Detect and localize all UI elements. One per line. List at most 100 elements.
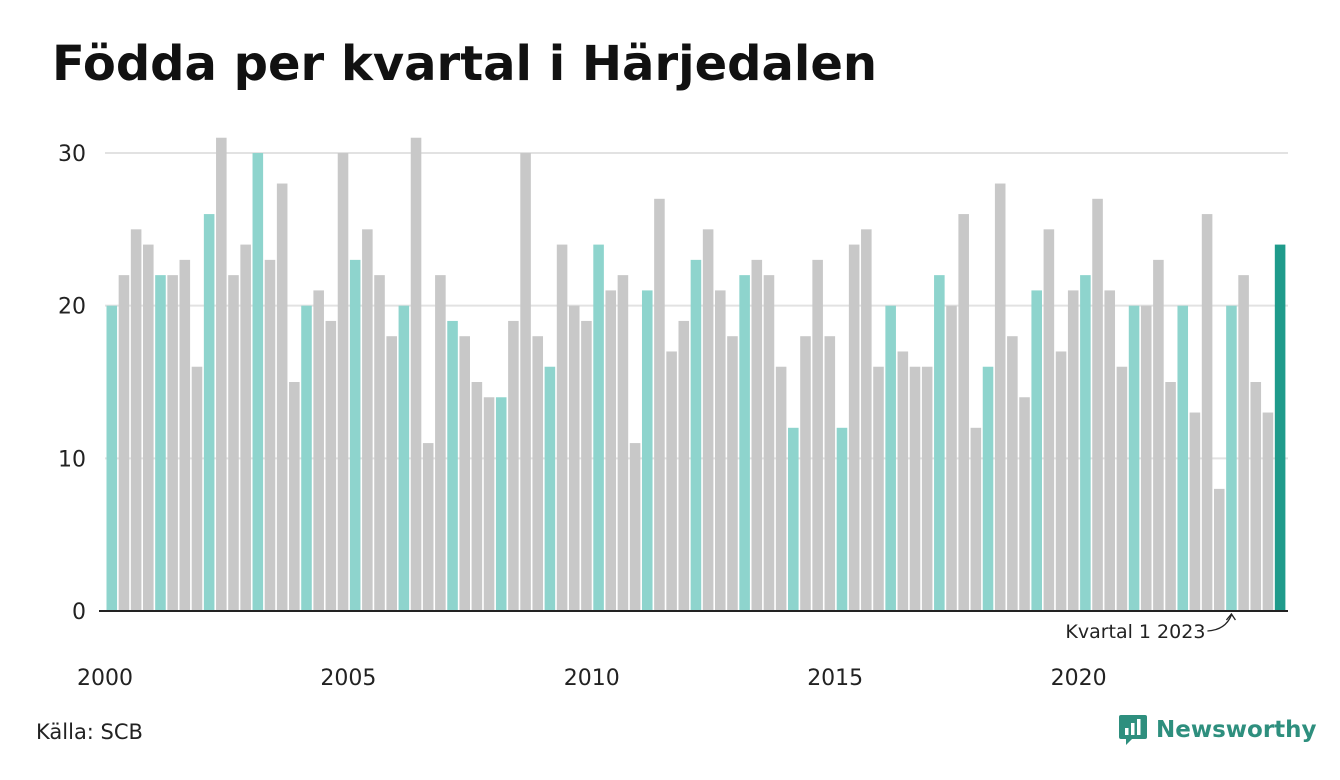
bar <box>909 366 921 611</box>
bar <box>1067 290 1079 611</box>
bar <box>1165 382 1176 611</box>
bar <box>702 229 714 611</box>
x-tick-label: 2015 <box>807 666 863 691</box>
y-tick-label: 0 <box>72 600 86 625</box>
bar <box>422 443 434 611</box>
bar <box>289 382 300 611</box>
bar <box>167 275 178 611</box>
bar <box>532 336 544 611</box>
bar <box>325 320 337 611</box>
x-tick-label: 2010 <box>564 666 620 691</box>
bar <box>130 229 142 611</box>
bar <box>313 290 324 611</box>
x-axis-ticks: 2000 2005 2010 2015 2020 <box>77 666 1107 691</box>
bar <box>1250 382 1262 611</box>
bar <box>495 397 507 611</box>
bar <box>471 382 483 611</box>
y-tick-label: 20 <box>58 295 86 320</box>
bar <box>252 153 264 611</box>
bar <box>568 305 580 611</box>
bar <box>276 183 288 611</box>
bar <box>678 320 690 611</box>
bar <box>812 259 823 611</box>
bar <box>1153 259 1164 611</box>
bar <box>179 259 191 611</box>
bar <box>1007 336 1018 611</box>
bar <box>398 305 410 611</box>
bar <box>118 275 130 611</box>
x-tick-label: 2020 <box>1051 666 1107 691</box>
bar <box>435 275 446 611</box>
bar <box>240 244 251 611</box>
bar <box>739 275 750 611</box>
bar <box>1019 397 1030 611</box>
annotation-arrow <box>1207 612 1236 632</box>
bar <box>1080 275 1091 611</box>
bar <box>301 305 312 611</box>
bar <box>727 336 738 611</box>
bar <box>934 275 945 611</box>
bar <box>715 290 726 611</box>
bar <box>1128 305 1140 611</box>
annotation: Kvartal 1 2023 <box>1065 612 1236 643</box>
y-tick-label: 30 <box>58 142 86 167</box>
bar <box>994 183 1006 611</box>
bar <box>1201 214 1213 611</box>
bar <box>751 259 763 611</box>
bar <box>1092 198 1103 612</box>
bar <box>155 275 166 611</box>
bar <box>143 244 154 611</box>
brand-logo[interactable]: Newsworthy <box>1118 713 1317 747</box>
bar <box>228 275 239 611</box>
x-tick-label: 2000 <box>77 666 133 691</box>
x-tick-label: 2005 <box>320 666 376 691</box>
bar <box>386 336 397 611</box>
bar <box>873 366 884 611</box>
bar <box>666 351 677 611</box>
bar <box>617 275 629 611</box>
bar <box>1274 244 1286 611</box>
bar <box>1116 366 1128 611</box>
bar <box>556 244 568 611</box>
bar <box>1043 229 1055 611</box>
bar <box>410 137 422 612</box>
annotation-label: Kvartal 1 2023 <box>1065 621 1205 643</box>
bar <box>337 153 349 611</box>
bar <box>1140 305 1152 611</box>
bar <box>958 214 969 611</box>
bar <box>982 366 994 611</box>
bar <box>885 305 896 611</box>
bar <box>763 275 775 611</box>
bar <box>374 275 385 611</box>
y-tick-label: 10 <box>58 447 86 472</box>
bar <box>848 244 860 611</box>
bar <box>191 366 203 611</box>
y-axis-ticks: 0 10 20 30 <box>58 142 86 625</box>
bar <box>775 366 787 611</box>
bar <box>824 336 836 611</box>
bar <box>581 320 592 611</box>
bar <box>593 244 604 611</box>
bar <box>800 336 811 611</box>
bar <box>1177 305 1189 611</box>
bar <box>349 259 361 611</box>
bar <box>946 305 957 611</box>
bars <box>106 137 1286 612</box>
bar <box>459 336 470 611</box>
bar <box>508 320 519 611</box>
bar <box>447 320 458 611</box>
bar <box>216 137 227 612</box>
bar <box>897 351 909 611</box>
bar <box>264 259 276 611</box>
bar <box>362 229 373 611</box>
bar <box>203 214 215 611</box>
bar <box>861 229 872 611</box>
bar <box>483 397 495 611</box>
bar <box>1031 290 1042 611</box>
bar <box>1226 305 1237 611</box>
bar <box>1189 412 1201 611</box>
bar <box>544 366 556 611</box>
bar <box>520 153 531 611</box>
bar <box>1238 275 1249 611</box>
